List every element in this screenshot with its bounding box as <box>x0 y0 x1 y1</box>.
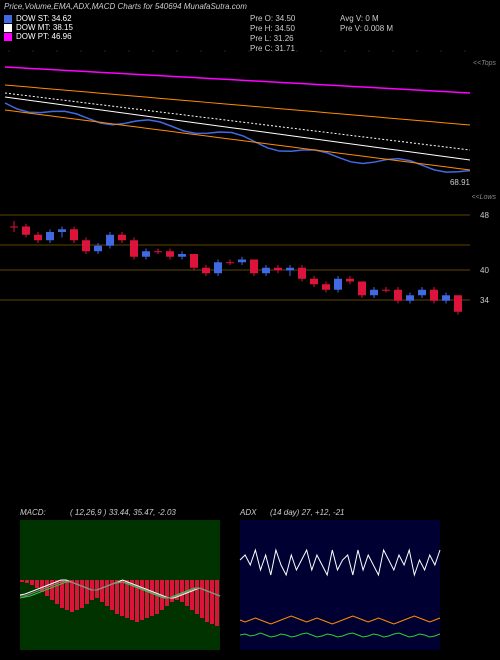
svg-text:·: · <box>6 50 13 54</box>
info-volume: Avg V: 0 M Pre V: 0.008 M <box>340 14 393 34</box>
svg-text:·: · <box>30 50 37 54</box>
svg-text:ADX: ADX <box>239 508 257 517</box>
svg-text:·: · <box>462 50 469 54</box>
svg-text:·: · <box>390 50 397 54</box>
svg-text:68.91: 68.91 <box>450 178 471 187</box>
legend-st: DOW ST: 34.62 <box>4 14 73 23</box>
svg-text:34: 34 <box>480 296 489 305</box>
svg-text:·: · <box>102 50 109 54</box>
svg-text:·: · <box>126 50 133 54</box>
svg-text:·: · <box>342 50 349 54</box>
svg-text:(14 day) 27, +12, -21: (14 day) 27, +12, -21 <box>270 508 345 517</box>
svg-text:·: · <box>414 50 421 54</box>
info-prev-ohlc: Pre O: 34.50 Pre H: 34.50 Pre L: 31.26 P… <box>250 14 295 54</box>
svg-text:40: 40 <box>480 266 489 275</box>
svg-text:·: · <box>198 50 205 54</box>
svg-text:·: · <box>222 50 229 54</box>
legend-pt: DOW PT: 46.96 <box>4 32 73 41</box>
svg-text:( 12,26,9 ) 33.44, 35.47, -2: ( 12,26,9 ) 33.44, 35.47, -2.03 <box>70 508 176 517</box>
chart-canvas: 68.91····················484034MACD:( 12… <box>0 50 500 660</box>
legend-mt: DOW MT: 38.15 <box>4 23 73 32</box>
svg-text:MACD:: MACD: <box>20 508 46 517</box>
svg-text:·: · <box>150 50 157 54</box>
lows-label: <<Lows <box>471 194 496 201</box>
svg-text:·: · <box>438 50 445 54</box>
svg-text:·: · <box>174 50 181 54</box>
chart-title: Price,Volume,EMA,ADX,MACD Charts for 540… <box>4 2 247 11</box>
svg-text:·: · <box>366 50 373 54</box>
svg-text:48: 48 <box>480 211 489 220</box>
tops-label: <<Tops <box>473 60 496 67</box>
svg-text:·: · <box>318 50 325 54</box>
svg-text:·: · <box>54 50 61 54</box>
svg-text:·: · <box>78 50 85 54</box>
header: Price,Volume,EMA,ADX,MACD Charts for 540… <box>0 0 500 50</box>
legend: DOW ST: 34.62 DOW MT: 38.15 DOW PT: 46.9… <box>4 14 73 41</box>
